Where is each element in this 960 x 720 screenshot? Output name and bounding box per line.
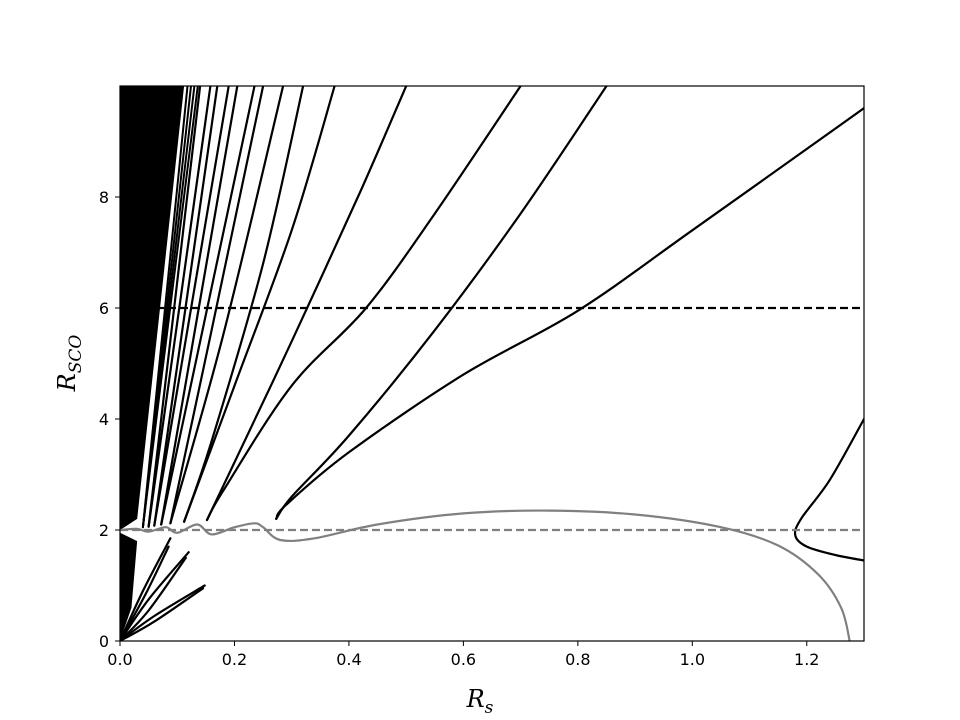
x-tick-label: 0.6 <box>451 650 476 669</box>
plot-frame <box>119 85 865 642</box>
black-lobe-upper <box>275 107 864 520</box>
black-lobe-lower <box>205 86 408 522</box>
black-lobe-upper <box>160 86 256 526</box>
dense-lobe-region-lower <box>120 532 138 641</box>
x-tick-label: 0.8 <box>565 650 590 669</box>
black-lobe-lower <box>153 86 219 527</box>
black-lobe-upper <box>205 86 522 522</box>
y-tick-label: 2 <box>99 521 109 540</box>
curves-group <box>120 86 864 641</box>
y-axis-ticks: 0 2 4 6 8 <box>99 188 120 651</box>
reference-lines <box>120 306 864 532</box>
black-lobe-lower <box>147 86 202 528</box>
x-tick-label: 1.2 <box>794 650 819 669</box>
x-tick-label: 0.4 <box>336 650 361 669</box>
y-axis-label-main: R <box>53 373 81 392</box>
x-tick-label: 0.0 <box>107 650 132 669</box>
y-tick-label: 4 <box>99 410 109 429</box>
plot-background <box>120 86 864 641</box>
black-lobe-lower-branch-b <box>120 556 187 641</box>
black-lobe-lower-branch-b <box>120 587 205 641</box>
black-lobe-lower <box>160 86 239 526</box>
x-tick-label: 1.0 <box>680 650 705 669</box>
black-lobe-lower-branch-a <box>120 584 206 641</box>
right-black-curve <box>793 417 864 562</box>
y-tick-label: 8 <box>99 188 109 207</box>
y-axis-label-sub: SCO <box>66 335 86 374</box>
black-lobe-lower <box>183 86 305 523</box>
black-lobe-lower <box>275 86 608 520</box>
black-lobe-lower <box>169 86 265 525</box>
fan-line <box>141 86 199 529</box>
y-tick-label: 6 <box>99 299 109 318</box>
black-lobe-upper <box>183 86 336 523</box>
y-tick-label: 0 <box>99 632 109 651</box>
x-axis-label-main: R <box>466 685 485 713</box>
black-lobe-upper <box>169 86 285 525</box>
x-axis-label: Rs <box>466 685 494 718</box>
x-tick-label: 0.2 <box>222 650 247 669</box>
y-axis-label: RSCO <box>53 335 86 393</box>
black-lobe-lower-branch-b <box>120 545 170 641</box>
x-axis-label-sub: s <box>485 698 494 718</box>
dense-lobe-region <box>120 86 185 641</box>
x-axis-ticks: 0.0 0.2 0.4 0.6 0.8 1.0 1.2 <box>107 641 819 669</box>
